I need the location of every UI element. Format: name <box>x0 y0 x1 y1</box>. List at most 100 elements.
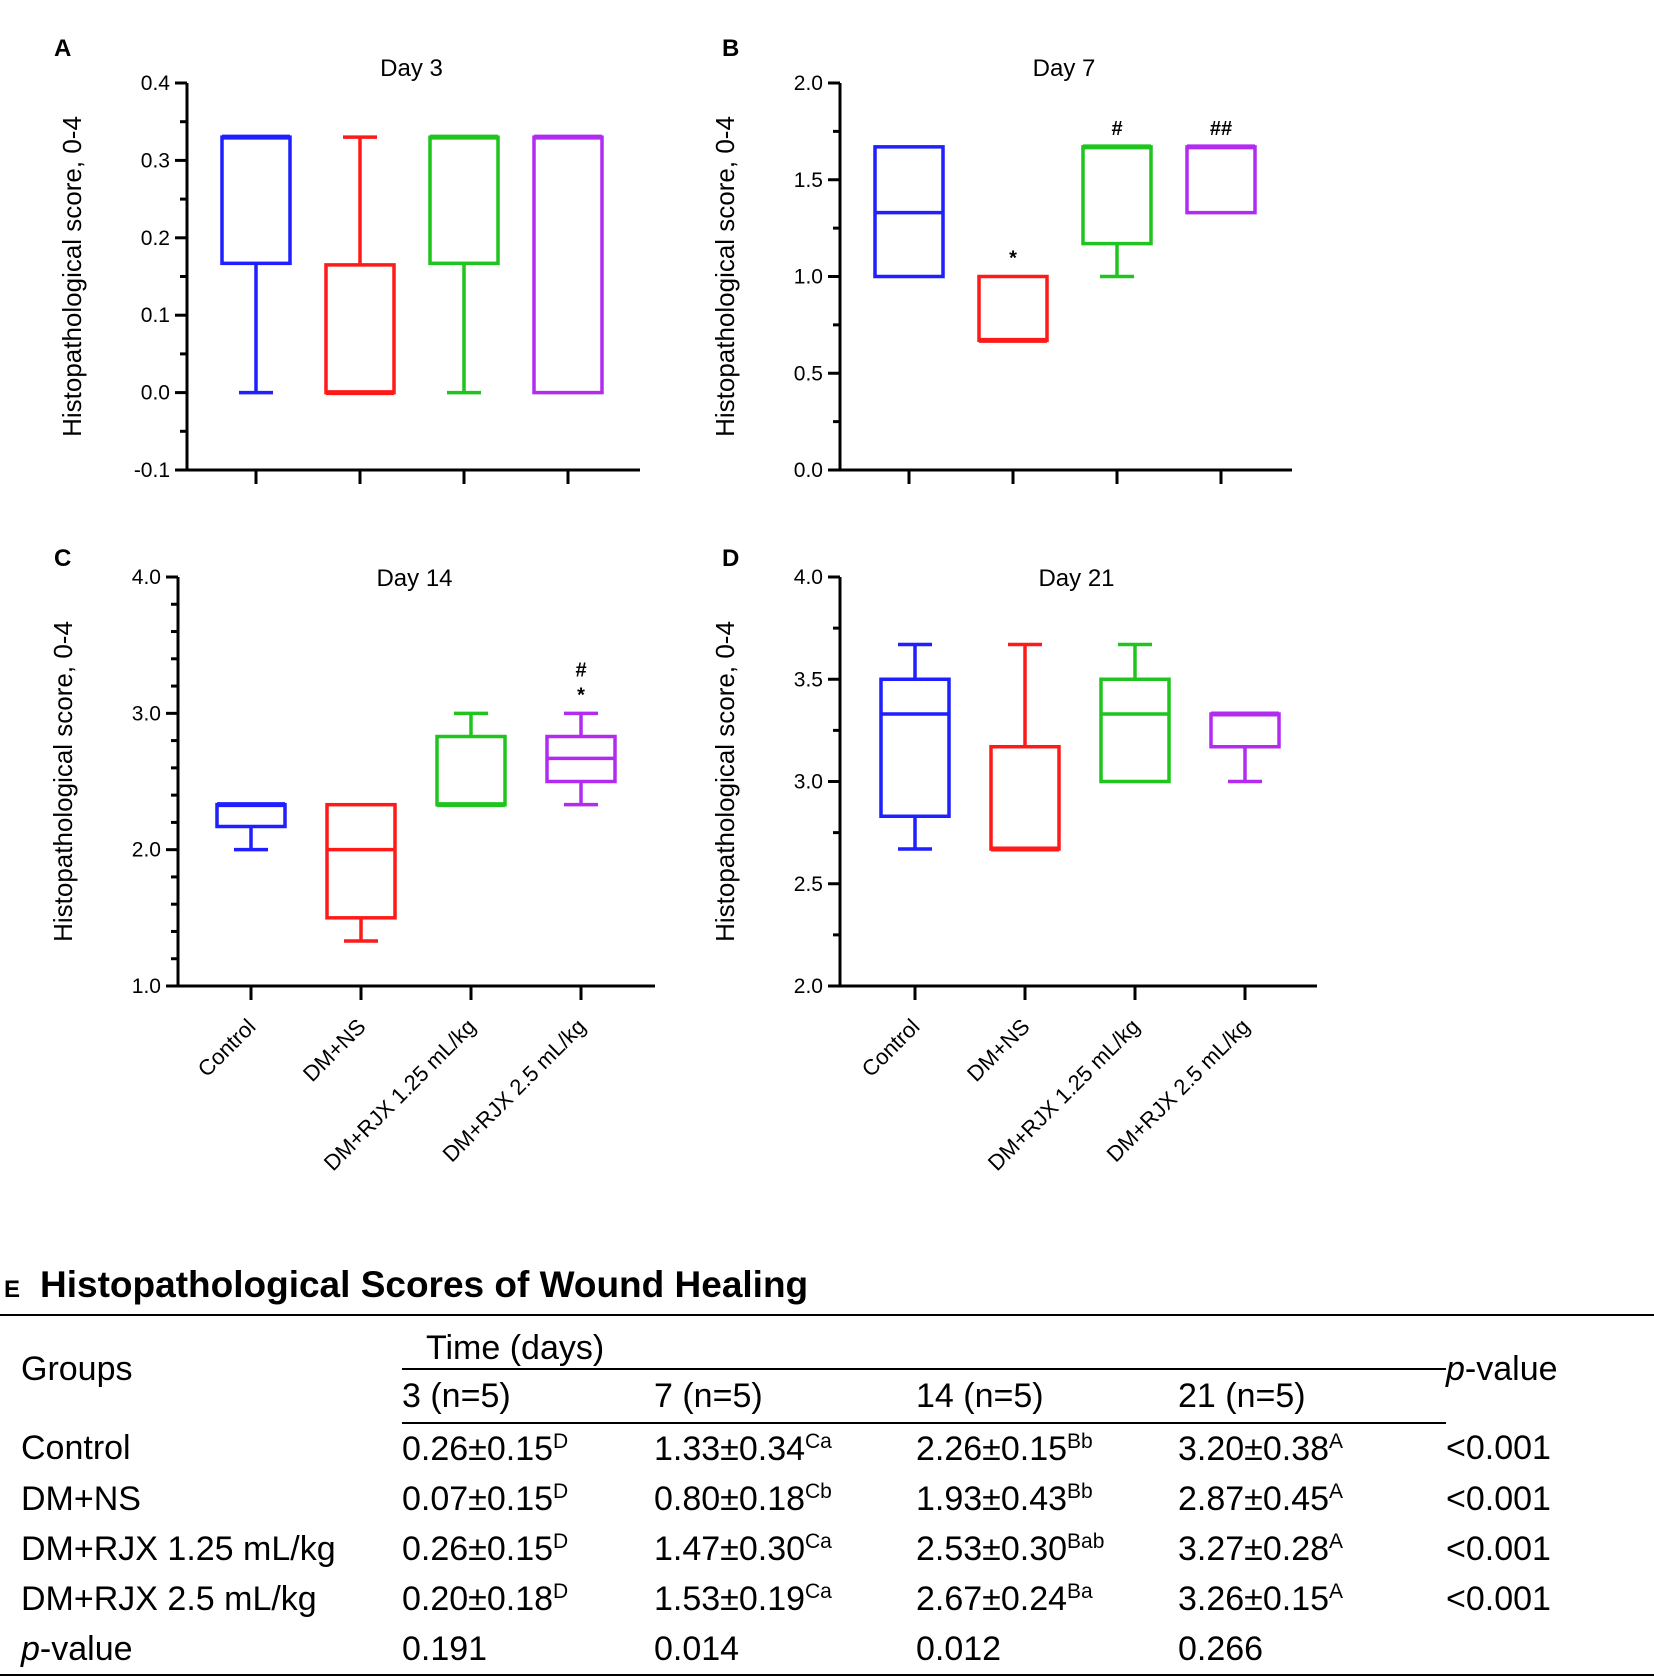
panel-c: C Day 14 Histopathological score, 0-4 1.0 2.… <box>48 545 655 1175</box>
score-cell: 1.53±0.19Ca <box>654 1574 916 1624</box>
group-cell: DM+RJX 2.5 mL/kg <box>21 1579 317 1618</box>
significance-letters: D <box>553 1479 569 1503</box>
y-axis-label: Histopathological score, 0-4 <box>48 621 78 942</box>
score-cell: 1.47±0.30Ca <box>654 1524 916 1574</box>
panel-b: B Day 7 Histopathological score, 0-4 0.0 0.5… <box>710 35 1292 484</box>
box-body <box>1185 145 1257 215</box>
score-cell: 0.80±0.18Cb <box>654 1474 916 1524</box>
day-header: 14 (n=5) <box>916 1369 1178 1424</box>
y-tick-label: 4.0 <box>794 566 823 589</box>
row-pvalue: <0.001 <box>1446 1479 1551 1518</box>
category-label: DM+NS <box>298 1014 371 1087</box>
box-dm-rjx-1-25-ml-kg: # <box>1081 118 1153 279</box>
score-value: 3.27±0.28 <box>1178 1529 1330 1568</box>
table-heading: Histopathological Scores of Wound Healin… <box>40 1264 809 1305</box>
group-cell: DM+RJX 1.25 mL/kg <box>21 1529 336 1568</box>
y-tick-label: -0.1 <box>134 459 170 482</box>
box-body <box>1081 145 1153 246</box>
significance-letters: Ba <box>1067 1579 1093 1603</box>
table-row: Control 0.26±0.15D 1.33±0.34Ca 2.26±0.15Bb 3… <box>0 1423 1654 1474</box>
box-control <box>215 802 287 852</box>
table-row: DM+RJX 1.25 mL/kg 0.26±0.15D 1.47±0.30Ca 2.… <box>0 1524 1654 1574</box>
group-cell: DM+NS <box>21 1479 141 1518</box>
score-cell: 0.20±0.18D <box>402 1574 654 1624</box>
significance-letters: D <box>553 1579 569 1603</box>
score-cell: 2.26±0.15Bb <box>916 1423 1178 1474</box>
box-body <box>532 135 604 395</box>
pvalue-header: p-value <box>1446 1315 1654 1423</box>
significance-letters: Bb <box>1067 1479 1093 1503</box>
significance-letters: A <box>1329 1579 1344 1603</box>
pvalue-header-p: p <box>1446 1350 1465 1388</box>
significance-letters: Ca <box>805 1529 832 1553</box>
y-tick-label: 2.0 <box>132 839 161 862</box>
box-body <box>215 802 287 829</box>
pvalue-header-suffix: -value <box>1464 1350 1558 1388</box>
box-body <box>220 135 292 266</box>
y-tick-label: 3.0 <box>132 702 161 725</box>
box-dm-rjx-2-5-ml-kg: ## <box>1185 118 1257 215</box>
y-tick-label: 3.0 <box>794 771 823 794</box>
box-body <box>325 802 397 920</box>
significance-letters: Bb <box>1067 1429 1093 1453</box>
significance-letters: Ca <box>805 1579 832 1603</box>
panel-d: D Day 21 Histopathological score, 0-4 2.0 2.… <box>710 545 1317 1175</box>
box-body <box>977 274 1049 343</box>
significance-letters: Cb <box>805 1479 832 1503</box>
y-tick-label: 0.2 <box>141 227 170 250</box>
score-cell: 1.33±0.34Ca <box>654 1423 916 1474</box>
y-axis-label: Histopathological score, 0-4 <box>710 621 740 942</box>
time-header: Time (days) <box>402 1315 1446 1370</box>
column-pvalue: 0.191 <box>402 1629 488 1668</box>
pvalue-row: p-value 0.191 0.014 0.012 0.266 <box>0 1624 1654 1675</box>
panel-label-e: E <box>4 1276 21 1303</box>
y-axis-label: Histopathological score, 0-4 <box>710 116 740 437</box>
row-pvalue: <0.001 <box>1446 1529 1551 1568</box>
significance-letters: D <box>553 1529 569 1553</box>
box-dm-rjx-2-5-ml-kg <box>1209 711 1281 784</box>
row-pvalue: <0.001 <box>1446 1579 1551 1618</box>
score-value: 0.26±0.15 <box>402 1529 554 1568</box>
score-value: 0.20±0.18 <box>402 1579 554 1618</box>
day-header: 3 (n=5) <box>402 1369 654 1424</box>
day-header: 7 (n=5) <box>654 1369 916 1424</box>
y-tick-label: 2.0 <box>794 72 823 95</box>
score-cell: 2.87±0.45A <box>1178 1474 1446 1524</box>
box-dm-ns <box>324 135 396 396</box>
significance-mark: # <box>575 659 586 681</box>
score-value: 3.20±0.38 <box>1178 1429 1330 1468</box>
significance-letters: Bab <box>1067 1529 1105 1553</box>
score-value: 1.33±0.34 <box>654 1429 806 1468</box>
y-tick-label: 2.0 <box>794 975 823 998</box>
score-value: 0.07±0.15 <box>402 1479 554 1518</box>
panel-label: B <box>722 35 739 62</box>
score-value: 1.53±0.19 <box>654 1579 806 1618</box>
scores-table: Groups Time (days) p-value 3 (n=5) 7 (n=… <box>0 1314 1654 1676</box>
y-tick-label: 3.5 <box>794 668 823 691</box>
y-tick-label: 2.5 <box>794 873 823 896</box>
score-cell: 0.26±0.15D <box>402 1524 654 1574</box>
significance-mark: * <box>577 684 585 706</box>
panel-title: Day 14 <box>376 565 452 592</box>
score-value: 0.80±0.18 <box>654 1479 806 1518</box>
axes <box>828 81 1292 484</box>
row-pvalue: <0.001 <box>1446 1429 1551 1467</box>
groups-header: Groups <box>21 1350 133 1388</box>
score-cell: 0.26±0.15D <box>402 1423 654 1474</box>
y-tick-label: 4.0 <box>132 566 161 589</box>
table-row: DM+NS 0.07±0.15D 0.80±0.18Cb 1.93±0.43Bb 2.8… <box>0 1474 1654 1524</box>
y-tick-label: 0.1 <box>141 304 170 327</box>
box-dm-rjx-1-25-ml-kg <box>1099 642 1171 784</box>
y-tick-label: 1.5 <box>794 169 823 192</box>
box-body <box>989 744 1061 851</box>
panel-label: C <box>54 545 71 572</box>
table-row: DM+RJX 2.5 mL/kg 0.20±0.18D 1.53±0.19Ca 2.6… <box>0 1574 1654 1624</box>
box-body <box>435 734 507 807</box>
box-dm-rjx-2-5-ml-kg: *# <box>545 659 617 807</box>
score-cell: 3.27±0.28A <box>1178 1524 1446 1574</box>
y-tick-label: 0.5 <box>794 362 823 385</box>
pvalue-row-p: p <box>21 1629 40 1668</box>
score-cell: 2.53±0.30Bab <box>916 1524 1178 1574</box>
axes <box>175 81 640 484</box>
score-value: 2.53±0.30 <box>916 1529 1068 1568</box>
